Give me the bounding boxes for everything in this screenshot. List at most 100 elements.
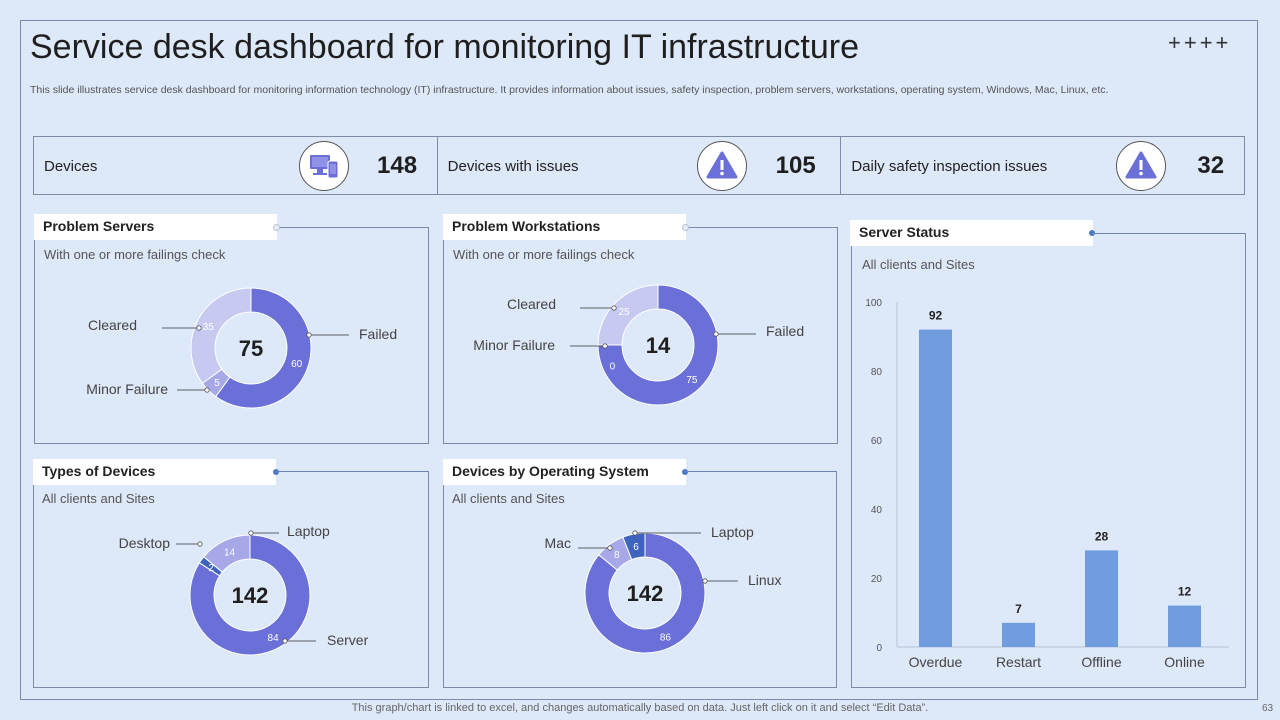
donut-chart-problem-workstations: 75 0 25 14 Failed Minor Failure Cleared bbox=[473, 284, 804, 406]
title-connector-line bbox=[276, 471, 429, 472]
bar-value-label: 28 bbox=[1095, 529, 1109, 543]
donut-slice-laptop bbox=[622, 532, 646, 561]
slice-value-label: 25 bbox=[618, 307, 630, 318]
donut-total: 142 bbox=[232, 583, 269, 608]
slide-frame bbox=[20, 20, 1258, 700]
panel-subtitle: All clients and Sites bbox=[452, 491, 565, 506]
panel-title: Server Status bbox=[850, 220, 1093, 246]
bar-restart bbox=[1002, 622, 1035, 647]
panel-title: Types of Devices bbox=[33, 459, 276, 485]
callout-dot bbox=[632, 530, 638, 536]
callout-label-cleared: Cleared bbox=[88, 317, 137, 333]
callout-dot bbox=[607, 545, 613, 551]
title-connector-dot bbox=[273, 469, 279, 475]
slice-value-label: 14 bbox=[224, 548, 236, 559]
callout-label-mac: Mac bbox=[545, 535, 571, 551]
footer-note: This graph/chart is linked to excel, and… bbox=[351, 702, 929, 714]
bar-value-label: 7 bbox=[1015, 602, 1022, 616]
title-connector-line bbox=[685, 471, 837, 472]
page-subtitle: This slide illustrates service desk dash… bbox=[30, 84, 1109, 96]
slice-value-label: 2 bbox=[208, 563, 214, 574]
panel-subtitle: With one or more failings check bbox=[453, 247, 635, 262]
callout-dot bbox=[611, 305, 617, 311]
title-connector-dot bbox=[682, 469, 688, 475]
callout-label-laptop: Laptop bbox=[287, 523, 330, 539]
callout-label-failed: Failed bbox=[359, 326, 397, 342]
callout-label-desktop: Desktop bbox=[119, 535, 171, 551]
kpi-devices-with-issues: Devices with issues 105 bbox=[438, 137, 842, 194]
kpi-label: Devices bbox=[44, 158, 98, 175]
donut-slice-server bbox=[189, 534, 311, 656]
callout-dot bbox=[248, 530, 254, 536]
callout-dot bbox=[196, 325, 202, 331]
callout-dot bbox=[306, 332, 312, 338]
callout-label-cleared: Cleared bbox=[507, 296, 556, 312]
donut-total: 14 bbox=[646, 333, 671, 358]
callout-label-minor-failure: Minor Failure bbox=[86, 381, 168, 397]
devices-icon bbox=[299, 141, 349, 191]
callout-dot bbox=[204, 387, 210, 393]
kpi-label: Devices with issues bbox=[447, 158, 579, 175]
bar-chart-server-status: 0 20 40 60 80 100 92 Overdue 7 Restart 28 Offline 12… bbox=[865, 298, 1229, 670]
x-tick-label: Online bbox=[1164, 654, 1205, 670]
bar-value-label: 92 bbox=[929, 309, 943, 323]
slice-value-label: 6 bbox=[633, 542, 639, 553]
kpi-value: 148 bbox=[377, 152, 418, 179]
slice-value-label: 84 bbox=[268, 633, 280, 644]
kpi-value: 105 bbox=[775, 152, 816, 179]
panel-title: Problem Servers bbox=[34, 214, 277, 240]
donut-slice-cleared bbox=[190, 287, 252, 384]
y-tick-label: 0 bbox=[876, 643, 882, 654]
title-connector-line bbox=[1092, 233, 1245, 234]
bar-online bbox=[1168, 605, 1201, 647]
donut-total: 75 bbox=[239, 336, 263, 361]
slice-value-label: 75 bbox=[686, 375, 698, 386]
panel-title: Devices by Operating System bbox=[443, 459, 686, 485]
y-tick-label: 80 bbox=[871, 367, 883, 378]
title-connector-dot bbox=[273, 224, 280, 231]
warning-icon bbox=[696, 141, 747, 191]
callout-label-failed: Failed bbox=[766, 323, 804, 339]
donut-total: 142 bbox=[627, 581, 664, 606]
x-tick-label: Overdue bbox=[909, 654, 963, 670]
donut-slice-failed bbox=[215, 287, 312, 409]
y-tick-label: 20 bbox=[871, 574, 883, 585]
donut-chart-problem-servers: 60 5 35 75 Failed Minor Failure Cleared bbox=[86, 287, 397, 409]
kpi-devices: Devices 148 bbox=[34, 137, 438, 194]
y-tick-label: 100 bbox=[865, 298, 882, 309]
callout-label-laptop: Laptop bbox=[711, 524, 754, 540]
slice-value-label: 86 bbox=[660, 632, 672, 643]
bar-offline bbox=[1085, 550, 1118, 647]
kpi-label: Daily safety inspection issues bbox=[851, 158, 1048, 175]
callout-label-minor-failure: Minor Failure bbox=[473, 337, 555, 353]
kpi-bar: Devices 148 Devices with issues 105 Dail… bbox=[33, 136, 1245, 195]
bar-value-label: 12 bbox=[1178, 585, 1192, 599]
slice-value-label: 5 bbox=[214, 378, 220, 389]
page-title: Service desk dashboard for monitoring IT… bbox=[30, 28, 859, 66]
callout-label-linux: Linux bbox=[748, 572, 781, 588]
panel-subtitle: All clients and Sites bbox=[42, 491, 155, 506]
decorative-plus-signs: ++++ bbox=[1168, 30, 1232, 55]
callout-dot bbox=[702, 578, 708, 584]
donut-slice-linux bbox=[584, 532, 706, 654]
x-tick-label: Offline bbox=[1081, 654, 1121, 670]
callout-dot bbox=[602, 343, 608, 349]
kpi-value: 32 bbox=[1197, 152, 1225, 179]
page-number: 63 bbox=[1262, 703, 1274, 714]
slice-value-label: 8 bbox=[614, 550, 620, 561]
callout-dot bbox=[197, 541, 203, 547]
callout-dot bbox=[282, 638, 288, 644]
panel-title: Problem Workstations bbox=[443, 214, 686, 240]
panel-subtitle: All clients and Sites bbox=[862, 257, 975, 272]
slice-value-label: 60 bbox=[291, 359, 303, 370]
kpi-daily-safety-issues: Daily safety inspection issues 32 bbox=[841, 137, 1244, 194]
donut-slice-cleared bbox=[597, 284, 659, 346]
slice-value-label: 35 bbox=[203, 322, 215, 333]
warning-icon bbox=[1116, 141, 1167, 191]
callout-dot bbox=[713, 331, 719, 337]
donut-chart-types-of-devices: 84 2 14 142 Server Desktop Laptop bbox=[119, 523, 369, 656]
title-connector-dot bbox=[682, 224, 689, 231]
bar-overdue bbox=[919, 329, 952, 647]
y-tick-label: 40 bbox=[871, 505, 883, 516]
